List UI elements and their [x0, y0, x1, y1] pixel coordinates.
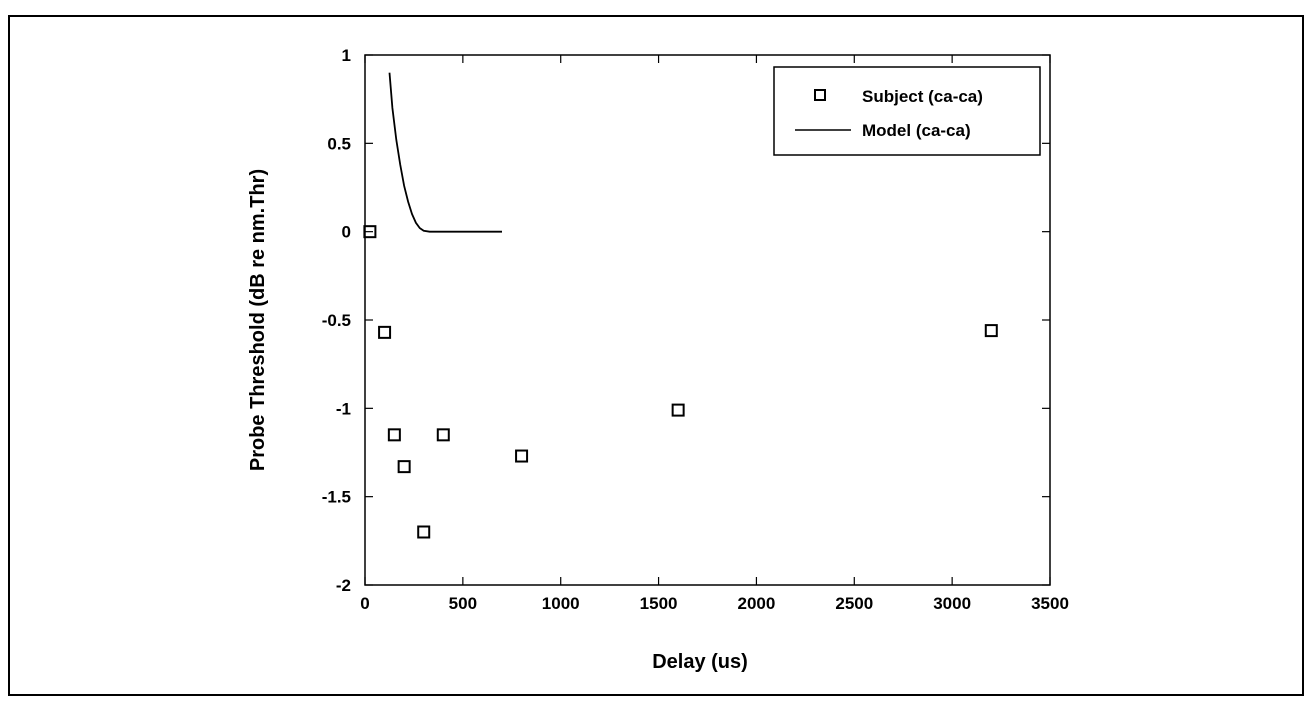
legend-label-model: Model (ca-ca) [862, 121, 971, 140]
legend: Subject (ca-ca) Model (ca-ca) [773, 66, 1041, 156]
x-axis-title: Delay (us) [652, 651, 748, 673]
series-layer [363, 72, 998, 539]
y-tick-label: -1 [336, 399, 351, 418]
subject-data-point [515, 449, 529, 463]
x-tick-label: 0 [360, 594, 369, 613]
subject-data-point [378, 325, 392, 339]
y-tick-label: 0 [342, 223, 351, 242]
y-tick-label: -2 [336, 576, 351, 595]
subject-data-point [671, 403, 685, 417]
subject-data-point [984, 324, 998, 338]
x-tick-label: 3000 [933, 594, 971, 613]
x-tick-label: 2000 [738, 594, 776, 613]
x-tick-label: 2500 [835, 594, 873, 613]
x-tick-label: 3500 [1031, 594, 1069, 613]
x-tick-label: 1000 [542, 594, 580, 613]
y-tick-label: 1 [342, 46, 351, 65]
y-tick-label: 0.5 [327, 134, 351, 153]
subject-data-point [397, 460, 411, 474]
legend-label-subject: Subject (ca-ca) [862, 87, 983, 106]
figure-frame [8, 15, 1304, 696]
legend-box [773, 66, 1041, 156]
axis-ticks: 0 500 1000 1500 2000 2500 3000 3500 1 0.5 0 -0.5 -1 -… [322, 46, 1069, 613]
subject-data-point [417, 525, 431, 539]
y-tick-label: -1.5 [322, 488, 351, 507]
y-axis-title: Probe Threshold (dB re nm.Thr) [247, 169, 269, 471]
model-curve-line [388, 72, 502, 233]
legend-square-marker [814, 89, 826, 101]
x-tick-label: 500 [449, 594, 477, 613]
subject-data-point [436, 428, 450, 442]
x-tick-label: 1500 [640, 594, 678, 613]
subject-data-point [387, 428, 401, 442]
y-tick-label: -0.5 [322, 311, 351, 330]
subject-data-point [363, 225, 377, 239]
